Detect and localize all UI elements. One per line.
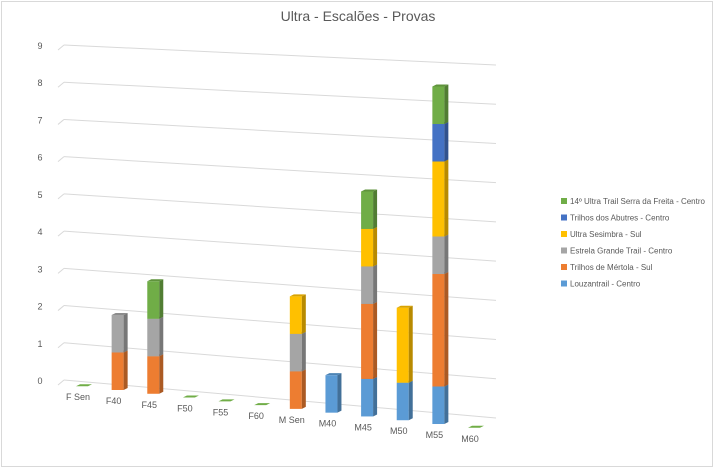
bar-segment <box>325 373 342 413</box>
bar-segment <box>111 350 128 390</box>
bar-segment <box>432 234 449 275</box>
legend-label: Louzantrail - Centro <box>570 280 641 289</box>
legend-swatch <box>561 214 567 221</box>
legend-swatch <box>561 198 567 204</box>
gridline-side <box>57 119 65 125</box>
legend-entry: Estrela Grande Trail - Centro <box>561 247 673 256</box>
gridline <box>63 156 497 184</box>
bars <box>76 84 484 428</box>
x-tick-label: F45 <box>142 400 158 410</box>
y-axis-ticks: 0 1 2 3 4 5 6 7 8 9 <box>37 41 42 386</box>
x-tick-label: F60 <box>248 411 264 421</box>
x-tick-label: F55 <box>213 407 229 417</box>
gridlines <box>57 44 497 419</box>
gridline-side <box>57 156 65 163</box>
bar-segment <box>432 384 449 425</box>
y-tick-label: 1 <box>37 339 42 349</box>
gridline <box>63 305 497 341</box>
gridline <box>63 193 497 223</box>
gridline <box>63 118 497 144</box>
legend-entry: Trilhos dos Abutres - Centro <box>561 214 670 223</box>
gridline <box>63 81 497 105</box>
bar-empty-marker <box>182 395 199 398</box>
gridline <box>63 44 497 66</box>
bar-segment <box>432 122 449 162</box>
gridline-side <box>57 379 65 386</box>
y-tick-label: 4 <box>37 227 42 237</box>
bar-segment <box>396 380 413 421</box>
bar-segment <box>396 305 413 383</box>
x-tick-label: M55 <box>426 430 444 440</box>
x-axis-ticks: F Sen F40 F45 F50 F55 F60 M Sen M40 M45 M50 M55 M60 <box>66 392 479 444</box>
bar-segment <box>147 316 164 357</box>
gridline-side <box>57 342 65 349</box>
bar-empty-marker <box>76 384 92 387</box>
x-tick-label: M45 <box>354 422 372 432</box>
bar-segment <box>361 189 378 229</box>
bar-empty-marker <box>468 425 484 428</box>
gridline-side <box>57 267 65 274</box>
gridline-side <box>57 230 65 237</box>
bar-segment <box>147 279 164 319</box>
legend-swatch <box>561 247 567 254</box>
legend-label: Ultra Sesimbra - Sul <box>570 230 642 239</box>
bar-segment <box>432 84 449 125</box>
y-tick-label: 5 <box>37 190 42 200</box>
legend-label: Estrela Grande Trail - Centro <box>570 247 673 256</box>
bar-segment <box>432 159 449 237</box>
gridline <box>63 230 497 262</box>
y-tick-label: 7 <box>37 115 42 125</box>
legend-entry: Louzantrail - Centro <box>561 280 641 289</box>
x-tick-label: F40 <box>106 396 122 406</box>
gridline <box>63 267 497 301</box>
bar-segment <box>361 264 378 304</box>
y-tick-label: 0 <box>37 376 42 386</box>
y-tick-label: 9 <box>37 41 42 51</box>
bar-segment <box>289 369 306 409</box>
bar-empty-marker <box>254 403 271 406</box>
legend: 14º Ultra Trail Serra da Freita - Centro… <box>561 197 706 289</box>
bar-segment <box>361 226 378 267</box>
legend-label: Trilhos dos Abutres - Centro <box>570 214 670 223</box>
legend-label: 14º Ultra Trail Serra da Freita - Centro <box>570 197 706 206</box>
bar-segment <box>147 354 164 394</box>
y-tick-label: 3 <box>37 264 42 274</box>
y-tick-label: 8 <box>37 78 42 88</box>
x-tick-label: F Sen <box>66 392 90 402</box>
legend-entry: Trilhos de Mértola - Sul <box>561 263 653 272</box>
legend-label: Trilhos de Mértola - Sul <box>570 263 653 272</box>
legend-swatch <box>561 231 567 237</box>
x-tick-label: M60 <box>461 434 479 444</box>
y-tick-label: 2 <box>37 302 42 312</box>
bar-segment <box>432 272 449 387</box>
legend-swatch <box>561 280 567 287</box>
gridline-side <box>57 44 65 51</box>
gridline-side <box>57 193 65 200</box>
bar-segment <box>361 376 378 417</box>
y-tick-label: 6 <box>37 153 42 163</box>
x-tick-label: M Sen <box>279 415 305 425</box>
bar-empty-marker <box>218 399 235 402</box>
x-tick-label: M50 <box>390 426 408 436</box>
gridline-side <box>57 81 65 88</box>
bar-segment <box>289 331 306 372</box>
gridline-side <box>57 305 65 311</box>
gridline <box>63 342 497 380</box>
gridline <box>63 379 497 419</box>
legend-swatch <box>561 264 567 270</box>
legend-entry: 14º Ultra Trail Serra da Freita - Centro <box>561 197 706 206</box>
x-tick-label: F50 <box>177 404 193 414</box>
legend-entry: Ultra Sesimbra - Sul <box>561 230 642 239</box>
bar-segment <box>361 301 378 379</box>
bar-segment <box>111 312 128 353</box>
bar-segment <box>289 294 306 334</box>
x-tick-label: M40 <box>319 419 337 429</box>
chart-title: Ultra - Escalões - Provas <box>280 8 436 24</box>
